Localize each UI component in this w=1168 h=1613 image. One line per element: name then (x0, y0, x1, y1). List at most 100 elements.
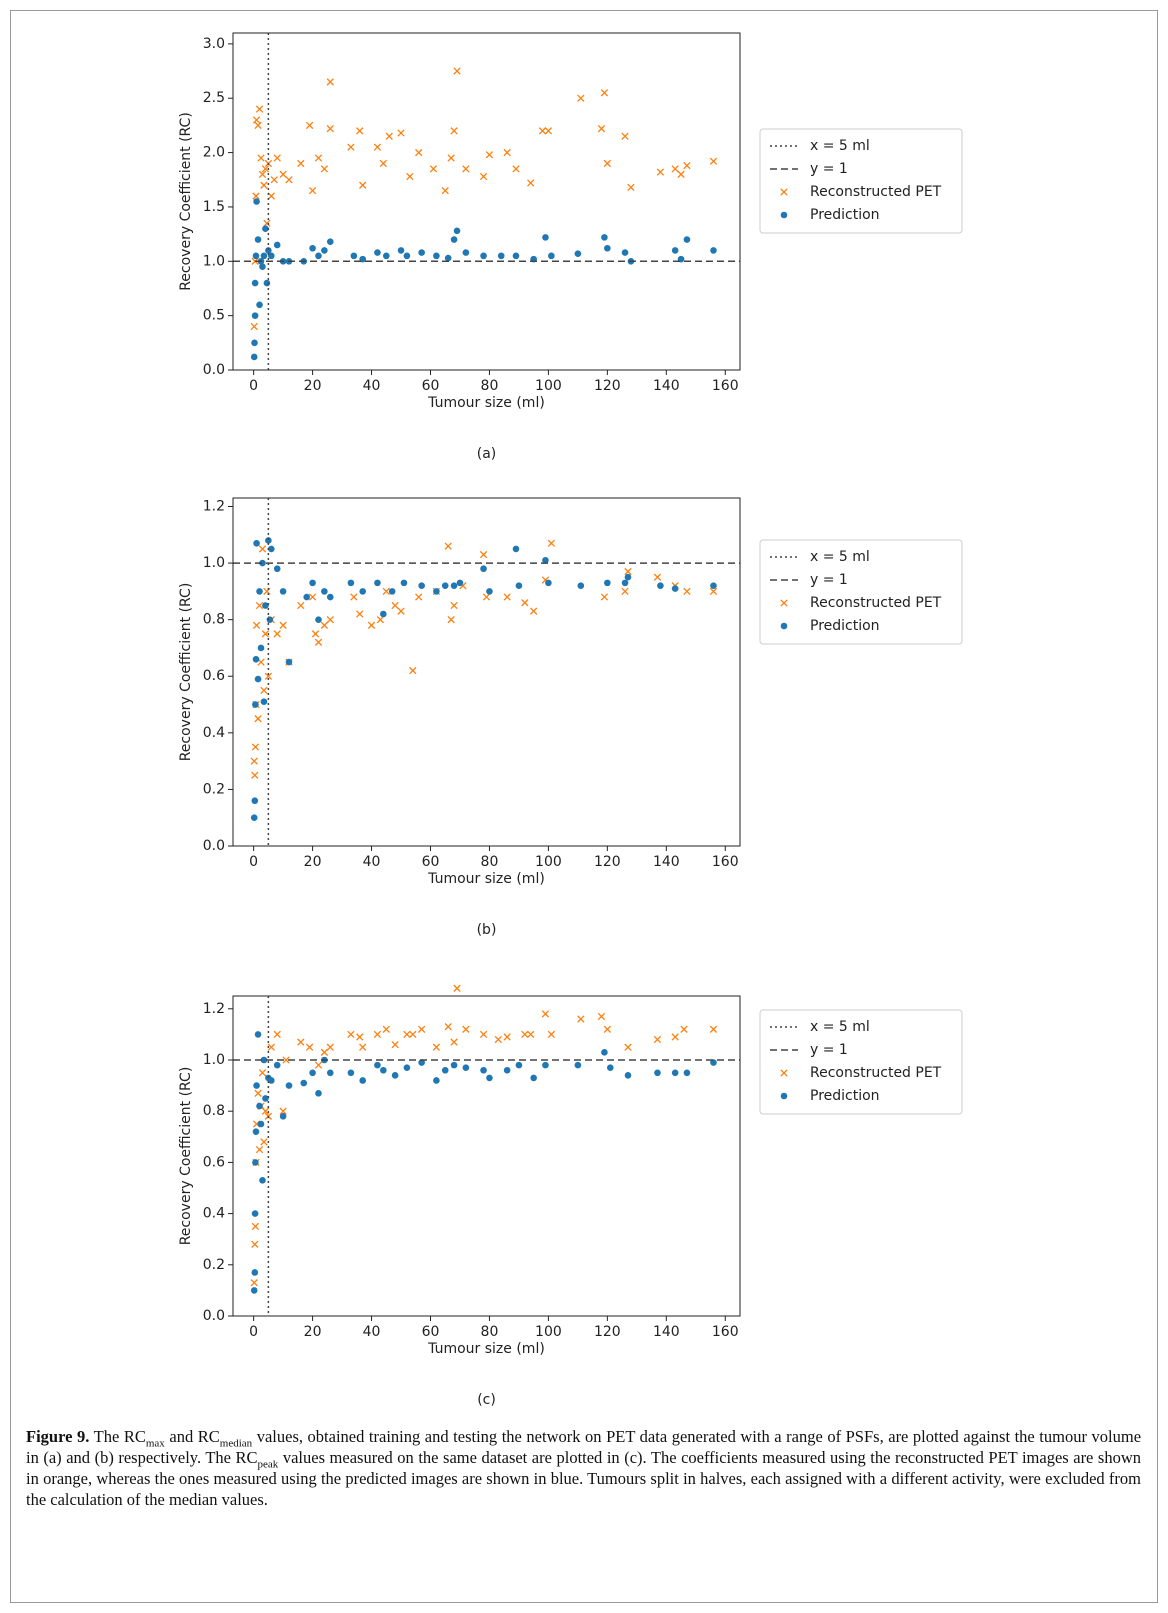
marker-dot (577, 582, 585, 590)
marker-x (376, 615, 385, 624)
marker-dot (326, 238, 334, 246)
marker-x (254, 715, 262, 723)
marker-dot (315, 1089, 322, 1097)
marker-x (279, 170, 287, 178)
marker-dot (480, 565, 487, 573)
y-tick-label: 3.0 (203, 36, 225, 52)
chart: 0 20 40 60 80 100 120 140 160 0.0 0.2 0.4 0.6 0.8 1.0 1… (178, 497, 963, 938)
marker-dot (486, 1074, 493, 1082)
marker-dot (480, 1066, 487, 1074)
marker-dot (279, 1113, 287, 1120)
marker-x (373, 1030, 382, 1039)
marker-dot (251, 1210, 259, 1217)
marker-dot (604, 244, 611, 252)
marker-dot (604, 579, 611, 587)
figure: 0 20 40 60 80 100 120 140 160 0.0 0.5 1.0 1.5 2.0 2.5 3… (178, 32, 963, 1408)
marker-x (429, 165, 438, 173)
marker-x (379, 159, 387, 168)
marker-x (677, 170, 685, 178)
marker-dot (265, 247, 272, 254)
marker-x (250, 757, 258, 765)
marker-x (603, 1025, 612, 1033)
y-tick-label: 0.8 (203, 1103, 225, 1119)
marker-x (356, 127, 364, 135)
marker-x (320, 165, 329, 173)
marker-x (597, 125, 606, 133)
marker-x (252, 192, 260, 200)
marker-x (252, 621, 261, 629)
x-axis-label: Tumour size (ml) (427, 395, 545, 411)
x-tick-label: 0 (249, 378, 258, 394)
caption-subscript: peak (257, 1458, 279, 1471)
marker-x (780, 599, 788, 607)
marker-dot (710, 582, 717, 590)
marker-dot (621, 249, 629, 256)
marker-dot (260, 1056, 268, 1064)
marker-dot (268, 252, 275, 260)
marker-dot (441, 1066, 449, 1074)
marker-x (409, 1030, 417, 1039)
marker-dot (574, 1061, 582, 1069)
marker-dot (359, 1077, 366, 1084)
marker-x (263, 219, 271, 227)
y-tick-label: 0.4 (203, 725, 225, 741)
marker-x (356, 610, 364, 618)
marker-x (450, 1038, 458, 1046)
panel-label: (c) (477, 1392, 496, 1408)
marker-dot (462, 1064, 470, 1071)
marker-dot (252, 1159, 259, 1166)
marker-dot (530, 1074, 537, 1082)
marker-dot (671, 585, 679, 592)
marker-dot (710, 1059, 717, 1066)
y-tick-label: 0.0 (203, 838, 225, 854)
marker-x (627, 183, 635, 192)
marker-x (326, 615, 334, 624)
marker-dot (433, 1077, 440, 1084)
marker-x (273, 630, 281, 638)
x-tick-label: 160 (712, 378, 739, 394)
marker-x (279, 1107, 287, 1115)
marker-x (683, 161, 691, 170)
x-tick-label: 60 (422, 1324, 440, 1340)
x-tick-label: 60 (422, 854, 440, 870)
marker-x (544, 127, 553, 135)
x-tick-label: 60 (422, 378, 440, 394)
legend-label: Prediction (810, 207, 880, 223)
marker-x (257, 154, 265, 162)
marker-x (264, 672, 273, 680)
marker-x (255, 105, 264, 113)
marker-dot (710, 247, 717, 254)
marker-dot (515, 1061, 523, 1069)
marker-dot (256, 301, 263, 309)
x-tick-label: 140 (653, 1324, 680, 1340)
marker-dot (515, 582, 523, 590)
marker-x (255, 1145, 264, 1154)
caption-text: and RC (169, 1427, 220, 1446)
marker-x (373, 143, 382, 151)
marker-dot (418, 582, 425, 590)
marker-dot (418, 1059, 425, 1066)
marker-x (409, 666, 417, 675)
y-tick-label: 1.0 (203, 253, 225, 269)
plot-frame (232, 497, 741, 847)
marker-x (251, 771, 259, 779)
marker-dot (265, 537, 272, 544)
marker-x (780, 1069, 788, 1077)
marker-x (603, 159, 612, 168)
marker-x (453, 67, 461, 75)
marker-dot (397, 247, 405, 254)
marker-dot (257, 1120, 265, 1128)
legend-label: Reconstructed PET (810, 595, 942, 611)
marker-x (254, 1089, 262, 1097)
marker-dot (657, 582, 664, 590)
y-tick-label: 0.6 (203, 1154, 225, 1170)
x-tick-label: 100 (535, 1324, 562, 1340)
marker-x (251, 743, 260, 751)
plot-frame (232, 995, 741, 1317)
y-tick-label: 1.0 (203, 1052, 225, 1068)
marker-x (279, 621, 287, 629)
marker-x (547, 539, 556, 547)
marker-x (621, 132, 629, 140)
marker-dot (251, 312, 259, 319)
marker-x (297, 1038, 305, 1046)
